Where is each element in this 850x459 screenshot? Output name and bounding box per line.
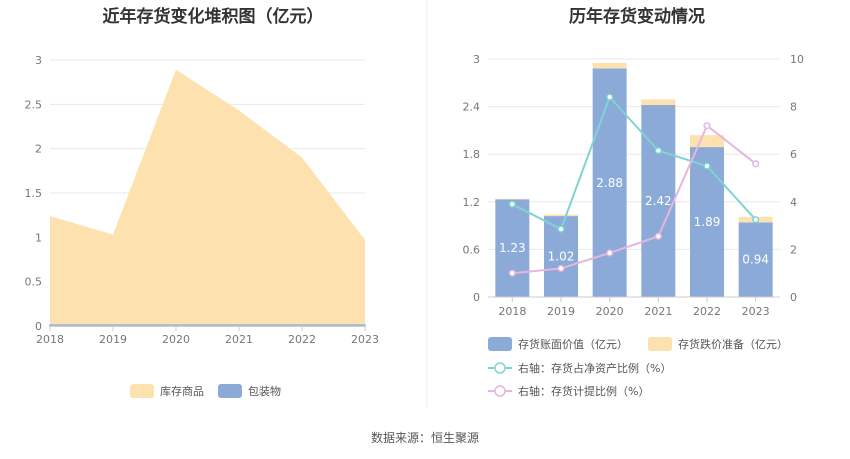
left-y-tick-labels: 0 0.5 1 1.5 2 2.5 3 — [25, 54, 43, 333]
point-net-asset-ratio — [654, 147, 662, 155]
point-provision-ratio — [654, 232, 662, 240]
right-legend-label: 存货跌价准备（亿元） — [678, 337, 788, 351]
left-legend-swatch — [130, 384, 154, 398]
right-bar-labels: 1.23 1.02 2.88 2.42 1.89 0.94 — [499, 176, 769, 267]
right-y-tick-label: 0 — [473, 291, 480, 304]
bar-value-label: 1.89 — [694, 215, 721, 229]
right-legend-swatch-provision — [648, 337, 672, 351]
bar-provision — [641, 99, 676, 106]
right-y-tick-label: 2.4 — [463, 101, 481, 114]
bar-provision — [495, 198, 530, 200]
right-y2-tick-label: 10 — [790, 53, 804, 66]
right-y-tick-label: 1.8 — [463, 148, 481, 161]
left-legend: 库存商品 包装物 — [130, 384, 281, 398]
area-kucun-shangpin — [50, 69, 365, 326]
right-y2-tick-labels: 0 2 4 6 8 10 — [790, 53, 804, 304]
left-chart-title: 近年存货变化堆积图（亿元） — [103, 6, 324, 27]
left-x-tick-label: 2019 — [99, 333, 127, 346]
bar-book-value — [738, 222, 773, 297]
left-legend-label: 库存商品 — [160, 384, 204, 398]
left-areas — [49, 69, 366, 327]
right-legend-label: 右轴：存货占净资产比例（%） — [518, 361, 671, 375]
point-net-asset-ratio — [508, 200, 516, 208]
left-x-tick-label: 2023 — [351, 333, 379, 346]
left-y-tick-label: 2.5 — [25, 98, 43, 111]
right-bars — [488, 62, 780, 298]
right-legend-label: 右轴：存货计提比例（%） — [518, 384, 649, 398]
bar-provision — [592, 62, 627, 69]
right-y2-tick-label: 8 — [790, 101, 797, 114]
right-y-tick-label: 3 — [473, 53, 480, 66]
right-x-tick-label: 2019 — [547, 305, 575, 318]
bar-book-value — [592, 68, 627, 298]
bar-book-value — [690, 147, 724, 297]
right-legend: 存货账面价值（亿元） 存货跌价准备（亿元） 右轴：存货占净资产比例（%） 右轴：存货计… — [488, 337, 788, 398]
left-y-tick-label: 3 — [35, 54, 42, 67]
bar-book-value — [495, 199, 530, 297]
right-x-tick-label: 2022 — [693, 305, 721, 318]
point-provision-ratio — [606, 249, 614, 257]
right-y2-tick-label: 2 — [790, 243, 797, 256]
left-y-tick-label: 0 — [35, 320, 42, 333]
bar-value-label: 2.88 — [596, 176, 623, 190]
point-net-asset-ratio — [703, 162, 711, 170]
left-x-tick-label: 2022 — [288, 333, 316, 346]
right-gridlines — [488, 58, 780, 298]
point-provision-ratio — [703, 122, 711, 130]
right-lines — [508, 93, 760, 277]
point-net-asset-ratio — [557, 225, 565, 233]
bar-value-label: 2.42 — [645, 194, 672, 208]
bar-provision — [544, 214, 578, 217]
combo-bar-line-chart: 历年存货变动情况 1.231.022.882.421.890.94 00.61.… — [463, 6, 805, 398]
right-y2-tick-label: 6 — [790, 148, 797, 161]
bar-value-label: 0.94 — [742, 253, 769, 267]
stacked-area-chart: 近年存货变化堆积图（亿元） 0 0.5 1 1.5 2 2.5 3 2018 2019 2020… — [25, 6, 379, 398]
left-y-tick-label: 1 — [35, 231, 42, 244]
point-net-asset-ratio — [606, 93, 614, 101]
right-legend-label: 存货账面价值（亿元） — [518, 337, 628, 351]
right-y-tick-labels: 0 0.6 1.2 1.8 2.4 3 — [463, 53, 481, 304]
bar-value-label: 1.02 — [548, 250, 575, 264]
right-x-tick-label: 2023 — [742, 305, 770, 318]
left-x-tick-labels: 2018 2019 2020 2021 2022 2023 — [36, 326, 379, 346]
right-y-tick-label: 0.6 — [463, 243, 481, 256]
right-legend-marker — [494, 362, 506, 374]
right-x-tick-labels: 2018 2019 2020 2021 2022 2023 — [498, 297, 770, 318]
line-provision-ratio — [512, 124, 757, 275]
bar-value-label: 1.23 — [499, 241, 526, 255]
point-net-asset-ratio — [752, 216, 760, 224]
right-y2-tick-label: 0 — [790, 291, 797, 304]
right-y-tick-label: 1.2 — [463, 196, 481, 209]
left-x-tick-label: 2018 — [36, 333, 64, 346]
left-x-tick-label: 2020 — [162, 333, 190, 346]
left-legend-swatch — [218, 384, 242, 398]
line-inventory-net-asset-ratio — [511, 95, 757, 231]
point-provision-ratio — [508, 269, 516, 277]
right-chart-title: 历年存货变动情况 — [569, 6, 705, 27]
point-provision-ratio — [557, 264, 565, 272]
source-note: 数据来源：恒生聚源 — [371, 430, 479, 445]
right-legend-marker — [494, 385, 506, 397]
left-y-tick-label: 1.5 — [25, 187, 43, 200]
left-legend-label: 包装物 — [248, 384, 281, 398]
right-x-tick-label: 2021 — [644, 305, 672, 318]
right-x-tick-label: 2020 — [596, 305, 624, 318]
point-provision-ratio — [752, 160, 760, 168]
right-y2-tick-label: 4 — [790, 196, 797, 209]
left-y-tick-label: 0.5 — [25, 276, 43, 289]
left-x-tick-label: 2021 — [225, 333, 253, 346]
right-legend-swatch-book-value — [488, 337, 512, 351]
right-x-tick-label: 2018 — [498, 305, 526, 318]
left-y-tick-label: 2 — [35, 143, 42, 156]
bar-provision — [690, 135, 724, 148]
